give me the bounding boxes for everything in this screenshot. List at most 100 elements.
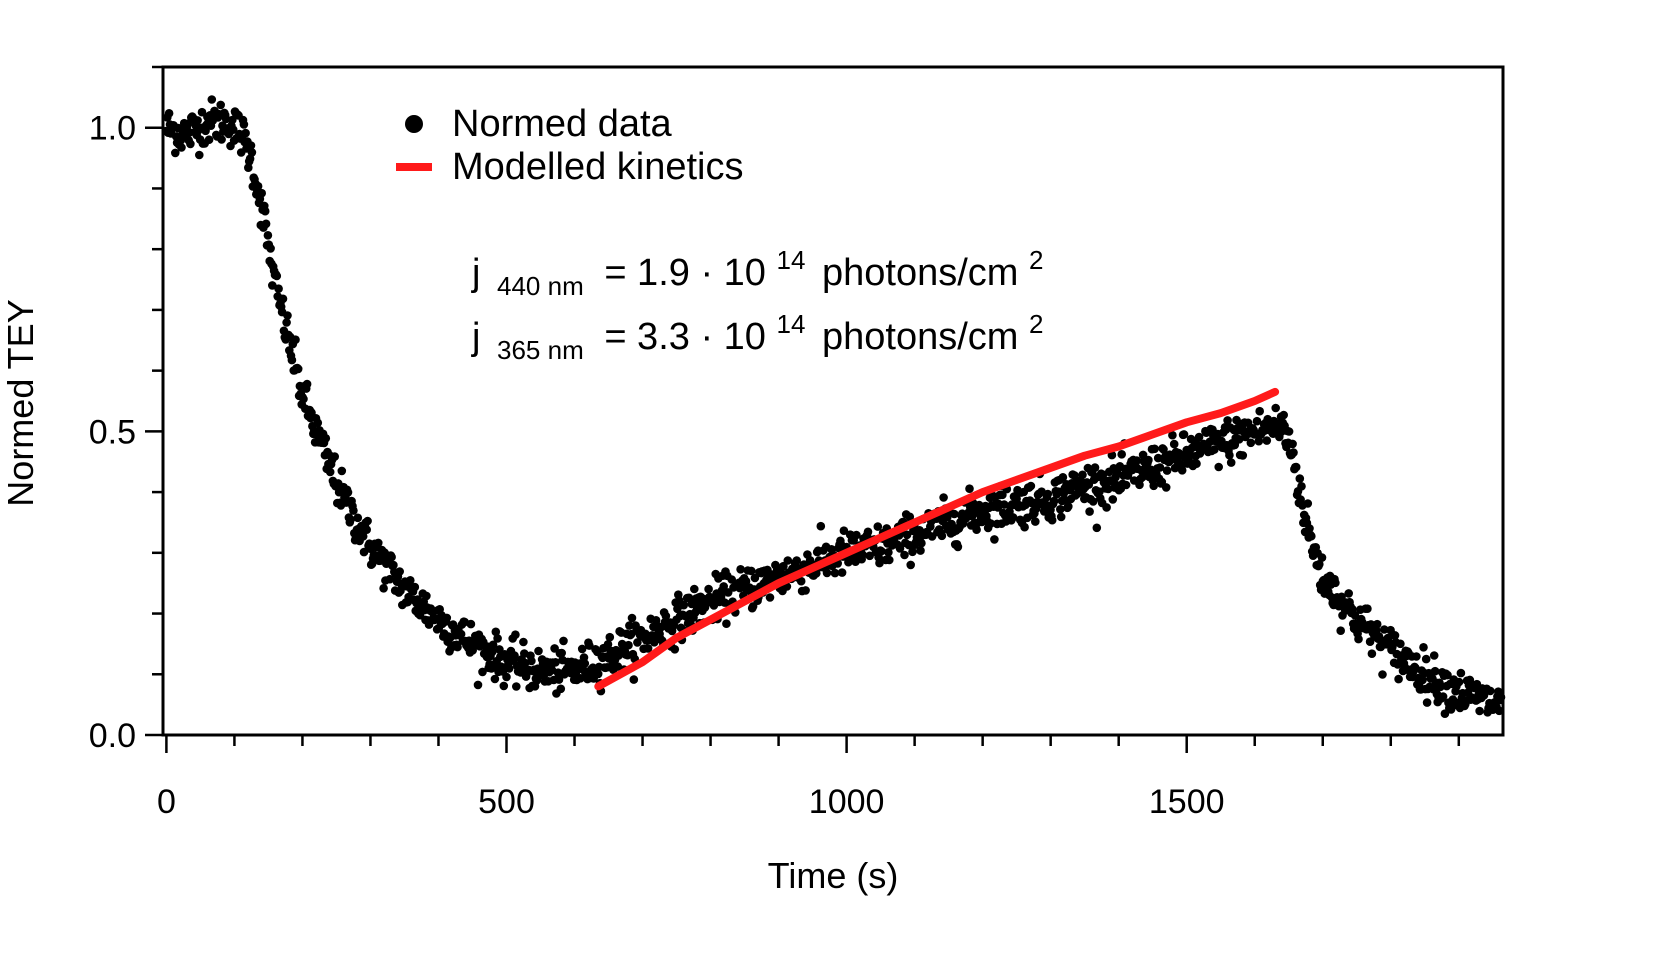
data-point — [1058, 473, 1068, 482]
data-point — [527, 656, 536, 666]
data-point — [1430, 666, 1440, 676]
data-point — [679, 600, 688, 610]
data-point — [1238, 451, 1248, 460]
data-point — [177, 143, 186, 152]
anno-sup: 14 — [777, 245, 806, 275]
data-point — [193, 116, 202, 125]
data-point — [358, 532, 368, 541]
data-point — [1179, 430, 1189, 439]
data-point — [1177, 466, 1187, 475]
data-point — [186, 139, 195, 149]
data-point — [410, 582, 420, 592]
data-point — [852, 530, 861, 540]
data-point — [765, 593, 775, 602]
data-point — [1008, 513, 1018, 522]
data-point — [491, 627, 501, 637]
anno-sub: 440 nm — [497, 271, 584, 301]
data-point — [627, 613, 637, 623]
data-point — [736, 565, 745, 574]
data-point — [965, 484, 974, 494]
data-point — [313, 418, 323, 428]
data-point — [1486, 686, 1495, 696]
data-point — [1065, 485, 1075, 495]
data-point — [453, 642, 462, 652]
data-point — [278, 294, 288, 304]
data-point — [321, 434, 331, 443]
data-point — [1095, 487, 1104, 497]
data-point — [796, 576, 806, 586]
data-point — [502, 672, 511, 682]
data-point — [1192, 459, 1201, 469]
data-point — [534, 646, 543, 656]
anno-unit: photons/cm — [822, 252, 1018, 294]
data-point — [171, 148, 180, 158]
data-point — [1064, 502, 1073, 511]
data-point — [1047, 515, 1057, 525]
plot-frame — [161, 65, 1505, 737]
data-point — [1350, 611, 1360, 620]
data-point — [741, 576, 751, 586]
data-point — [906, 560, 915, 570]
data-point — [816, 521, 826, 531]
anno-text: = 1.9 · 10 — [604, 252, 766, 294]
data-point — [1138, 450, 1148, 460]
data-point — [1354, 634, 1363, 644]
data-point — [422, 591, 431, 601]
data-point — [1210, 445, 1219, 454]
data-point — [216, 100, 225, 110]
data-point — [783, 556, 793, 565]
data-point — [917, 538, 926, 548]
data-point — [1150, 444, 1159, 454]
data-point — [895, 544, 905, 553]
x-tick-label: 1000 — [809, 783, 885, 821]
data-point — [556, 684, 566, 694]
data-point — [1225, 450, 1234, 460]
data-point — [283, 311, 292, 320]
data-point — [241, 128, 250, 138]
data-point — [557, 648, 566, 658]
data-point — [1155, 463, 1165, 472]
data-point — [1297, 482, 1306, 491]
data-point — [473, 680, 483, 690]
data-point — [379, 584, 388, 593]
data-point — [291, 335, 300, 345]
data-point — [1475, 706, 1484, 716]
data-point — [488, 647, 497, 656]
data-point — [661, 611, 671, 621]
data-point — [247, 148, 257, 157]
data-point — [204, 135, 214, 144]
data-point — [1226, 458, 1236, 467]
anno-unit-sup: 2 — [1029, 245, 1043, 275]
anno-unit: photons/cm — [822, 316, 1018, 358]
data-point — [1194, 432, 1204, 442]
data-point — [228, 125, 238, 134]
data-point — [1262, 436, 1272, 445]
legend: Normed data Modelled kinetics — [396, 103, 743, 188]
data-point — [1443, 670, 1452, 680]
y-tick-label: 0.0 — [89, 717, 136, 755]
data-point — [325, 467, 335, 477]
data-point — [362, 525, 372, 534]
data-point — [1344, 589, 1353, 598]
data-point — [519, 637, 528, 647]
data-point — [1056, 505, 1065, 514]
data-point — [1289, 448, 1298, 457]
data-point — [1331, 578, 1340, 588]
data-point — [266, 244, 275, 253]
data-point — [1317, 553, 1327, 562]
data-point — [953, 542, 963, 552]
data-point — [1436, 682, 1445, 692]
data-point — [353, 513, 363, 523]
data-point — [1412, 652, 1421, 661]
data-point — [1169, 439, 1179, 449]
data-point — [490, 674, 500, 684]
data-point — [1284, 427, 1294, 436]
data-point — [302, 379, 312, 389]
data-point — [504, 664, 514, 673]
data-point — [299, 394, 308, 404]
data-point — [389, 560, 398, 570]
data-point — [493, 634, 502, 643]
data-point — [986, 519, 996, 528]
data-point — [510, 651, 519, 660]
